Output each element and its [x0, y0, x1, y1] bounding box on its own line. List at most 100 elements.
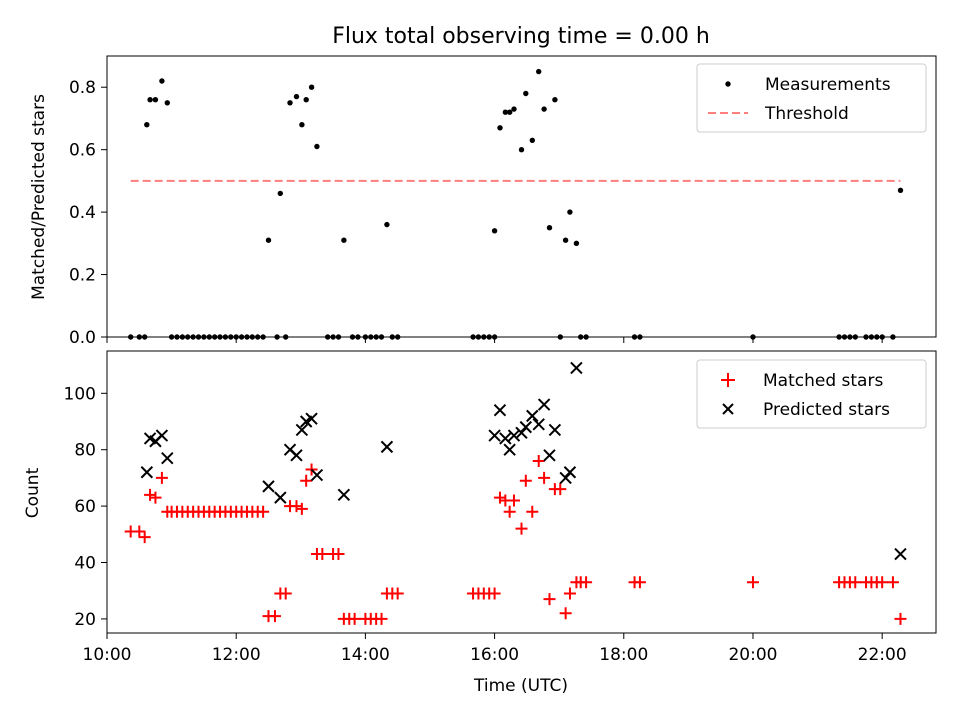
predicted-star-marker	[537, 398, 551, 411]
x-tick-label: 14:00	[341, 645, 390, 665]
predicted-star-marker	[563, 466, 577, 479]
matched-star-marker	[391, 587, 404, 600]
measurement-point	[293, 93, 300, 100]
matched-star-marker	[532, 454, 545, 467]
predicted-star-marker	[519, 420, 533, 434]
predicted-star-marker	[543, 449, 556, 462]
matched-star-marker	[279, 587, 292, 600]
measurement-point	[523, 90, 529, 97]
measurement-point	[491, 228, 498, 234]
x-tick-label: 12:00	[212, 645, 261, 665]
measurement-point	[546, 225, 553, 231]
matched-star-marker	[507, 494, 520, 507]
matched-star-marker	[268, 610, 281, 623]
matched-star-marker	[348, 612, 361, 625]
measurement-point	[287, 100, 293, 106]
x-tick-label: 20:00	[728, 645, 777, 665]
legend-marker-measurements	[725, 81, 731, 87]
matched-star-marker	[633, 576, 646, 589]
predicted-star-marker	[337, 488, 351, 502]
predicted-star-marker	[532, 418, 545, 431]
measurement-point	[497, 125, 503, 131]
matched-star-marker	[519, 474, 532, 487]
measurement-point	[897, 187, 904, 193]
matched-star-marker	[554, 483, 567, 496]
bottom-y-axis-label: Count	[23, 467, 43, 518]
measurement-point	[265, 237, 272, 243]
measurement-point	[562, 237, 569, 243]
matched-stars-series	[124, 454, 907, 625]
measurement-point	[144, 122, 150, 128]
matched-star-marker	[894, 612, 907, 625]
predicted-star-marker	[290, 449, 303, 462]
measurement-point	[536, 68, 542, 75]
top-plot-frame	[106, 55, 937, 338]
legend-label-threshold: Threshold	[764, 104, 849, 124]
predicted-star-marker	[310, 468, 324, 482]
measurement-point	[303, 97, 309, 103]
measurement-point	[341, 237, 347, 243]
predicted-star-marker	[380, 440, 394, 454]
predicted-star-marker	[499, 432, 512, 445]
matched-star-marker	[155, 471, 168, 484]
predicted-star-marker	[503, 443, 516, 456]
matched-star-marker	[538, 471, 551, 484]
matched-star-marker	[295, 502, 308, 515]
measurement-point	[164, 100, 170, 106]
top-legend: Measurements Threshold	[696, 63, 927, 133]
bottom-y-tick-label: 60	[74, 497, 96, 517]
predicted-star-marker	[526, 409, 539, 423]
matched-star-marker	[580, 576, 593, 589]
matched-star-marker	[515, 522, 528, 535]
matched-star-marker	[300, 474, 313, 487]
top-plot-area: 0.0 0.2 0.4 0.6 0.8	[69, 55, 937, 348]
predicted-star-marker	[155, 429, 169, 442]
predicted-star-marker	[295, 423, 309, 437]
matched-star-marker	[375, 612, 388, 625]
measurement-point	[308, 84, 315, 90]
matched-star-marker	[746, 576, 759, 589]
predicted-star-marker	[507, 429, 521, 442]
matched-star-marker	[488, 587, 501, 600]
x-axis-label: Time (UTC)	[473, 676, 568, 696]
matched-star-marker	[332, 548, 345, 561]
matched-star-marker	[559, 607, 572, 620]
matched-star-marker	[149, 491, 162, 504]
predicted-star-marker	[140, 466, 154, 479]
top-y-tick-label: 0.8	[69, 78, 96, 98]
matched-star-marker	[257, 505, 270, 518]
measurement-point	[152, 97, 159, 103]
x-tick-label: 18:00	[599, 645, 648, 665]
matched-star-marker	[526, 505, 539, 518]
predicted-star-marker	[488, 429, 501, 442]
bottom-y-tick-label: 100	[64, 384, 96, 404]
matched-star-marker	[563, 587, 576, 600]
predicted-star-marker	[548, 423, 562, 437]
measurement-point	[567, 209, 573, 215]
matched-star-marker	[543, 593, 556, 606]
matched-star-marker	[290, 500, 303, 513]
predicted-star-marker	[894, 547, 907, 561]
predicted-star-marker	[493, 404, 507, 417]
measurement-point	[147, 97, 153, 103]
matched-star-marker	[138, 531, 151, 544]
matched-star-marker	[493, 491, 506, 504]
measurement-point	[529, 137, 535, 143]
measurement-point	[314, 143, 320, 150]
bottom-y-tick-label: 80	[74, 441, 96, 461]
legend-marker-matched-stars	[721, 373, 735, 387]
predicted-star-marker	[570, 361, 583, 375]
matched-star-marker	[503, 505, 516, 518]
top-chart-title: Flux total observing time = 0.00 h	[332, 24, 710, 49]
bottom-y-tick-label: 20	[74, 610, 96, 630]
top-legend-box	[696, 63, 927, 133]
matched-star-marker	[876, 576, 889, 589]
legend-label-measurements: Measurements	[765, 75, 891, 95]
x-tick-label: 22:00	[858, 645, 907, 665]
bottom-y-tick-label: 40	[74, 554, 96, 574]
matched-star-marker	[144, 488, 157, 501]
measurement-point	[159, 78, 165, 84]
measurement-point	[299, 122, 305, 128]
predicted-stars-series	[140, 361, 907, 561]
